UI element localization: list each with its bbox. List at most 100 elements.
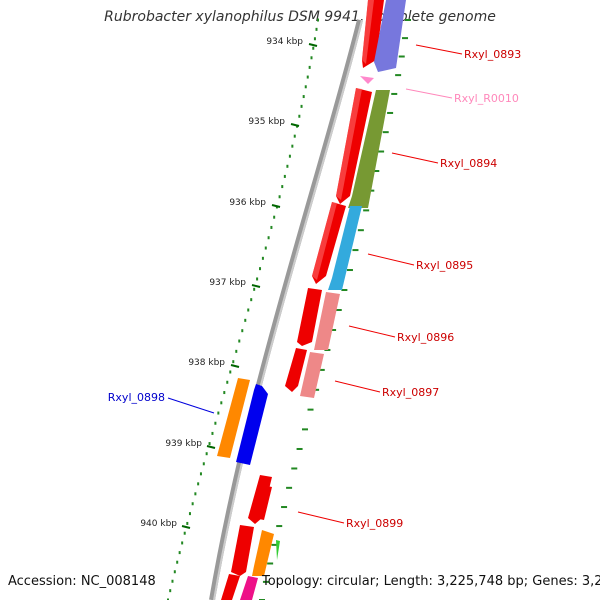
genome-backbone: [209, 19, 363, 600]
label-leader-rxyl-0897: [334, 380, 381, 393]
tick-label-937: 937 kbp: [209, 278, 246, 288]
scale-dot: [199, 472, 202, 476]
scale-dot: [194, 492, 197, 496]
scale-dot: [202, 462, 205, 466]
scale-dot: [191, 502, 194, 506]
scale-dot: [205, 452, 208, 456]
scale-dot: [312, 46, 315, 50]
scale-dash: [373, 170, 380, 173]
scale-dot: [304, 85, 307, 89]
scale-dot: [232, 360, 235, 364]
scale-dot: [220, 401, 223, 405]
scale-dot: [293, 134, 296, 138]
gene-feature-rxyl-0899[interactable]: [254, 485, 272, 520]
scale-dot: [169, 589, 172, 593]
tick-label-935: 935 kbp: [248, 117, 285, 127]
gene-feature-rxyl-0896[interactable]: [314, 292, 340, 350]
scale-dot: [226, 380, 229, 384]
scale-dot: [261, 256, 264, 260]
scale-dot: [229, 370, 232, 374]
scale-dash: [395, 74, 402, 77]
gene-feature-rxyl-0895[interactable]: [328, 206, 362, 290]
scale-dot: [247, 308, 250, 312]
scale-dot: [317, 18, 319, 22]
scale-dot: [208, 442, 211, 446]
scale-dash: [346, 269, 353, 272]
label-leader-rxyl-0896: [348, 325, 396, 338]
scale-dot: [178, 551, 181, 555]
scale-dash: [398, 55, 405, 58]
gene-feature: [240, 576, 258, 600]
tick-label-936: 936 kbp: [229, 198, 266, 208]
gene-feature-rxyl-r0010[interactable]: [360, 76, 374, 84]
scale-dot: [270, 225, 273, 229]
tick-mark: [251, 284, 261, 288]
gene-label-rxyl-0896[interactable]: Rxyl_0896: [397, 331, 454, 344]
tick-mark: [271, 204, 281, 208]
scale-dot: [186, 521, 189, 525]
scale-dot: [273, 215, 276, 219]
scale-dash: [296, 447, 303, 450]
scale-dash: [307, 408, 314, 411]
scale-dot: [286, 164, 289, 168]
tick-mark: [230, 364, 240, 368]
scale-dot: [214, 421, 217, 425]
scale-dot: [315, 27, 318, 31]
scale-dot: [259, 267, 262, 271]
scale-dash: [291, 467, 298, 470]
gene-feature-rxyl-0897[interactable]: [300, 352, 324, 398]
gene-label-rxyl-0899[interactable]: Rxyl_0899: [346, 517, 403, 530]
gene-feature: [276, 540, 280, 560]
scale-dot: [188, 512, 191, 516]
scale-dash: [352, 249, 359, 252]
scale-dash: [276, 525, 283, 528]
tick-label-934: 934 kbp: [266, 37, 303, 47]
tick-mark: [206, 445, 216, 449]
scale-dash: [357, 229, 364, 232]
scale-dash: [313, 388, 320, 391]
scale-dot: [176, 560, 179, 564]
gene-feature: [217, 378, 250, 458]
tick-label-940: 940 kbp: [140, 519, 177, 529]
gene-feature-rxyl-0894[interactable]: [348, 90, 390, 208]
scale-dot: [256, 277, 259, 281]
scale-dot: [278, 195, 281, 199]
gene-label-rxyl-0893[interactable]: Rxyl_0893: [464, 48, 521, 61]
scale-dot: [181, 541, 184, 545]
tick-mark: [290, 123, 300, 127]
label-leader-rxyl-r0010: [405, 88, 453, 99]
scale-dot: [235, 349, 238, 353]
orf-shade: [336, 88, 362, 200]
genome-backbone-highlight: [213, 19, 363, 600]
topology-text: Topology: circular; Length: 3,225,748 bp…: [262, 574, 600, 589]
gene-feature: [252, 530, 274, 576]
label-leader-rxyl-0895: [367, 253, 415, 266]
scale-dot: [291, 144, 294, 148]
orf-shading: [312, 0, 374, 280]
scale-dot: [288, 154, 291, 158]
tick-label-939: 939 kbp: [165, 439, 202, 449]
scale-dash: [402, 37, 409, 40]
orf-feature: [285, 348, 307, 392]
orf-shade: [362, 0, 374, 64]
scale-dash: [281, 506, 288, 509]
gene-label-rxyl-0897[interactable]: Rxyl_0897: [382, 386, 439, 399]
scale-dash: [267, 562, 274, 565]
scale-dash: [330, 328, 337, 331]
scale-dot: [253, 287, 256, 291]
gene-label-rxyl-0895[interactable]: Rxyl_0895: [416, 259, 473, 272]
gene-label-rxyl-r0010[interactable]: Rxyl_R0010: [454, 92, 519, 105]
scale-dash: [271, 543, 278, 546]
scale-dash: [286, 486, 293, 489]
orf-feature: [231, 525, 254, 576]
gene-feature-rxyl-0898[interactable]: [236, 384, 268, 465]
label-leader-rxyl-0898: [167, 397, 215, 414]
gene-feature-rxyl-0893[interactable]: [374, 0, 406, 72]
gene-label-rxyl-0894[interactable]: Rxyl_0894: [440, 157, 497, 170]
gene-label-rxyl-0898[interactable]: Rxyl_0898: [108, 391, 165, 404]
scale-dash: [262, 580, 269, 583]
scale-dot: [264, 246, 267, 250]
scale-dot: [283, 174, 286, 178]
scale-dash: [341, 289, 348, 292]
